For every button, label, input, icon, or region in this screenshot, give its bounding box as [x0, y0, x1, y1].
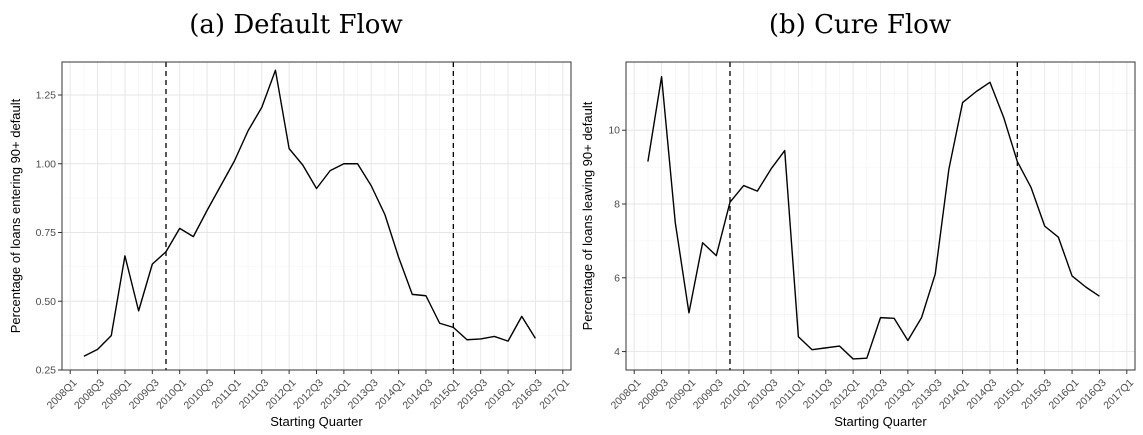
default-flow-chart: 0.250.500.751.001.252008Q12008Q32009Q120… — [8, 61, 572, 429]
panel-b-title: (b) Cure Flow — [769, 10, 951, 40]
cure-flow-chart: 468102008Q12008Q32009Q12009Q32010Q12010Q… — [580, 61, 1136, 429]
y-tick-label: 1.25 — [36, 90, 57, 102]
x-tick-label: 2010Q3 — [181, 377, 216, 412]
y-tick-label: 0.50 — [36, 296, 57, 308]
y-tick-label: 1.00 — [36, 158, 57, 170]
y-tick-label: 4 — [614, 346, 620, 358]
y-tick-label: 0.25 — [36, 365, 57, 377]
y-tick-label: 10 — [608, 125, 620, 137]
y-axis-title: Percentage of loans leaving 90+ default — [580, 101, 595, 330]
x-tick-label: 2010Q3 — [745, 377, 780, 412]
x-axis-title: Starting Quarter — [834, 414, 927, 429]
series-line — [647, 76, 1100, 360]
x-tick-label: 2017Q1 — [1101, 377, 1136, 412]
panel-a-title: (a) Default Flow — [189, 10, 402, 40]
y-tick-label: 8 — [614, 199, 620, 211]
x-axis-title: Starting Quarter — [270, 414, 363, 429]
y-tick-label: 0.75 — [36, 227, 57, 239]
y-axis-title: Percentage of loans entering 90+ default — [8, 98, 23, 333]
series-line — [83, 69, 537, 357]
x-tick-label: 2017Q1 — [537, 377, 572, 412]
y-tick-label: 6 — [614, 272, 620, 284]
